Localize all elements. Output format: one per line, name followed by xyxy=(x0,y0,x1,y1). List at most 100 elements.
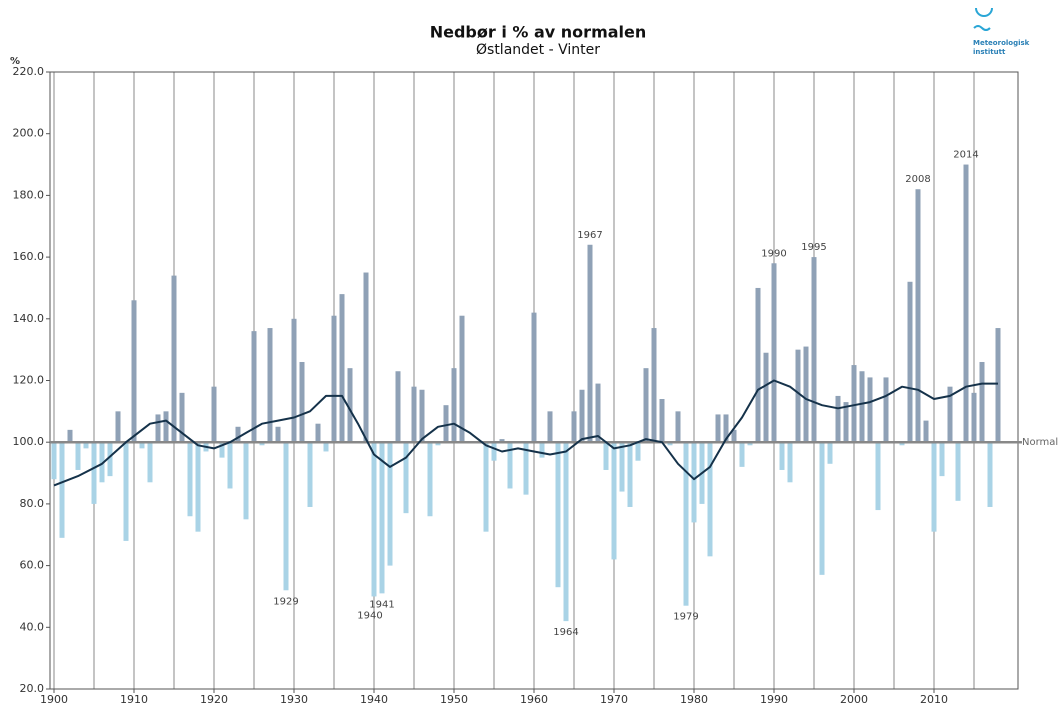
bar xyxy=(923,420,929,443)
x-tick-label: 1960 xyxy=(520,693,548,706)
bar xyxy=(315,423,321,443)
bar xyxy=(163,411,169,443)
bar xyxy=(979,361,985,443)
bar xyxy=(795,349,801,443)
bar xyxy=(267,328,273,443)
annotation: 1995 xyxy=(801,242,826,253)
annotation: 1941 xyxy=(369,599,394,610)
bar xyxy=(691,442,697,523)
bar xyxy=(531,312,537,443)
x-tick-label: 1950 xyxy=(440,693,468,706)
bar xyxy=(715,414,721,443)
x-tick-label: 1990 xyxy=(760,693,788,706)
bar xyxy=(499,439,505,443)
bar xyxy=(219,442,225,458)
chart-subtitle: Østlandet - Vinter xyxy=(476,42,600,58)
bar xyxy=(883,377,889,443)
bar xyxy=(339,294,345,443)
bar xyxy=(379,442,385,594)
bar xyxy=(547,411,553,443)
bar xyxy=(347,368,353,443)
bar xyxy=(595,383,601,443)
logo-text: institutt xyxy=(973,48,1006,56)
y-tick-label: 80.0 xyxy=(20,497,45,510)
bar xyxy=(123,442,129,541)
bar xyxy=(939,442,945,477)
bar xyxy=(819,442,825,575)
bar xyxy=(707,442,713,557)
bar xyxy=(427,442,433,517)
annotation: 1990 xyxy=(761,248,786,259)
bar xyxy=(179,392,185,443)
bar xyxy=(907,281,913,443)
bar xyxy=(731,429,737,443)
y-tick-label: 60.0 xyxy=(20,559,45,572)
bar xyxy=(411,386,417,443)
bar xyxy=(955,442,961,501)
y-tick-label: 40.0 xyxy=(20,620,45,633)
bar xyxy=(563,442,569,622)
x-tick-label: 1920 xyxy=(200,693,228,706)
bar xyxy=(963,164,969,443)
chart-title: Nedbør i % av normalen xyxy=(430,23,647,42)
bar xyxy=(235,426,241,443)
bar xyxy=(771,263,777,443)
y-tick-label: 200.0 xyxy=(13,127,45,140)
bar xyxy=(107,442,113,477)
bar xyxy=(611,442,617,560)
bar xyxy=(147,442,153,483)
bar xyxy=(723,414,729,443)
bar xyxy=(187,442,193,517)
bar xyxy=(227,442,233,489)
y-tick-label: 100.0 xyxy=(13,435,45,448)
logo-text: Meteorologisk xyxy=(973,39,1030,47)
bar xyxy=(651,328,657,443)
bar xyxy=(507,442,513,489)
x-tick-label: 1980 xyxy=(680,693,708,706)
bar xyxy=(523,442,529,495)
annotation: 1940 xyxy=(357,610,382,621)
bar xyxy=(67,429,73,443)
bar xyxy=(139,442,145,449)
bar xyxy=(835,395,841,443)
bar xyxy=(443,405,449,443)
y-tick-label: 140.0 xyxy=(13,312,45,325)
bar xyxy=(459,315,465,443)
bar xyxy=(683,442,689,606)
y-unit: % xyxy=(10,56,20,67)
logo-icon xyxy=(975,7,993,17)
bar xyxy=(387,442,393,566)
x-tick-label: 2010 xyxy=(920,693,948,706)
bar xyxy=(947,386,953,443)
bar xyxy=(483,442,489,532)
bar xyxy=(115,411,121,443)
bar xyxy=(763,352,769,443)
bar xyxy=(83,442,89,449)
bar xyxy=(667,442,673,446)
y-tick-label: 180.0 xyxy=(13,188,45,201)
bar xyxy=(451,368,457,443)
bar xyxy=(619,442,625,492)
bar xyxy=(851,365,857,443)
bar xyxy=(603,442,609,470)
bar xyxy=(739,442,745,467)
bar xyxy=(275,426,281,443)
bar xyxy=(211,386,217,443)
bar xyxy=(59,442,65,538)
bar xyxy=(755,287,761,443)
bar xyxy=(195,442,201,532)
bar xyxy=(291,318,297,443)
y-tick-label: 220.0 xyxy=(13,65,45,78)
bar xyxy=(987,442,993,507)
x-tick-label: 2000 xyxy=(840,693,868,706)
bar xyxy=(51,442,57,480)
bar xyxy=(635,442,641,461)
bar xyxy=(155,414,161,443)
bar xyxy=(251,331,257,443)
bar xyxy=(867,377,873,443)
bar xyxy=(435,442,441,446)
bar xyxy=(331,315,337,443)
x-tick-label: 1900 xyxy=(40,693,68,706)
bar xyxy=(307,442,313,507)
